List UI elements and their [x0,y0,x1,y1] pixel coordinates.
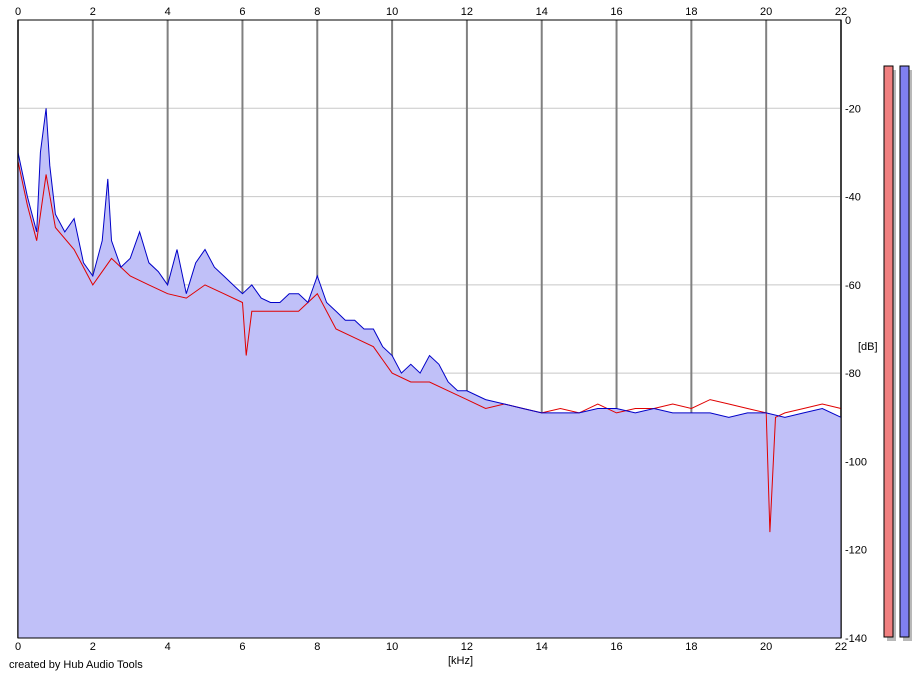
x-tick-label: 4 [165,6,171,18]
y-tick-label: -60 [845,280,861,292]
credit-text: created by Hub Audio Tools [9,659,143,671]
x-tick-label: 4 [165,641,171,653]
y-tick-label: -100 [845,456,867,468]
x-tick-label: 16 [610,6,622,18]
x-tick-label: 22 [835,641,847,653]
x-tick-label: 6 [239,641,245,653]
y-tick-label: -40 [845,192,861,204]
y-tick-label: -140 [845,633,867,645]
x-tick-label: 20 [760,6,772,18]
x-tick-label: 16 [610,641,622,653]
y-tick-label: -20 [845,103,861,115]
spectrum-fill-area [18,108,841,639]
x-tick-label: 0 [15,6,21,18]
y-tick-label: -80 [845,368,861,380]
x-tick-label: 6 [239,6,245,18]
x-tick-label: 18 [685,6,697,18]
y-tick-label: -120 [845,545,867,557]
x-tick-label: 2 [90,6,96,18]
level-meter-b [899,65,912,641]
x-tick-label: 8 [314,6,320,18]
x-tick-label: 14 [536,641,548,653]
x-tick-label: 10 [386,641,398,653]
x-tick-label: 20 [760,641,772,653]
x-tick-label: 22 [835,6,847,18]
series-line-channel-a [17,108,842,418]
x-axis-label: [kHz] [448,655,473,667]
x-tick-label: 2 [90,641,96,653]
level-meter-a [883,65,896,641]
x-tick-labels-bottom: 0 2 4 6 8 10 12 14 16 18 20 22 [15,641,847,653]
y-axis-label: [dB] [858,341,878,353]
x-tick-label: 12 [461,6,473,18]
x-tick-label: 10 [386,6,398,18]
x-tick-label: 12 [461,641,473,653]
x-tick-label: 8 [314,641,320,653]
plot-frame [17,19,842,639]
y-tick-labels: 0 -20 -40 -60 -80 -100 -120 -140 [845,15,867,645]
y-tick-label: 0 [845,15,851,27]
x-tick-label: 18 [685,641,697,653]
series-line-channel-b [17,161,842,533]
x-tick-labels-top: 0 2 4 6 8 10 12 14 16 18 20 22 [15,6,847,18]
x-tick-label: 0 [15,641,21,653]
x-tick-label: 14 [536,6,548,18]
